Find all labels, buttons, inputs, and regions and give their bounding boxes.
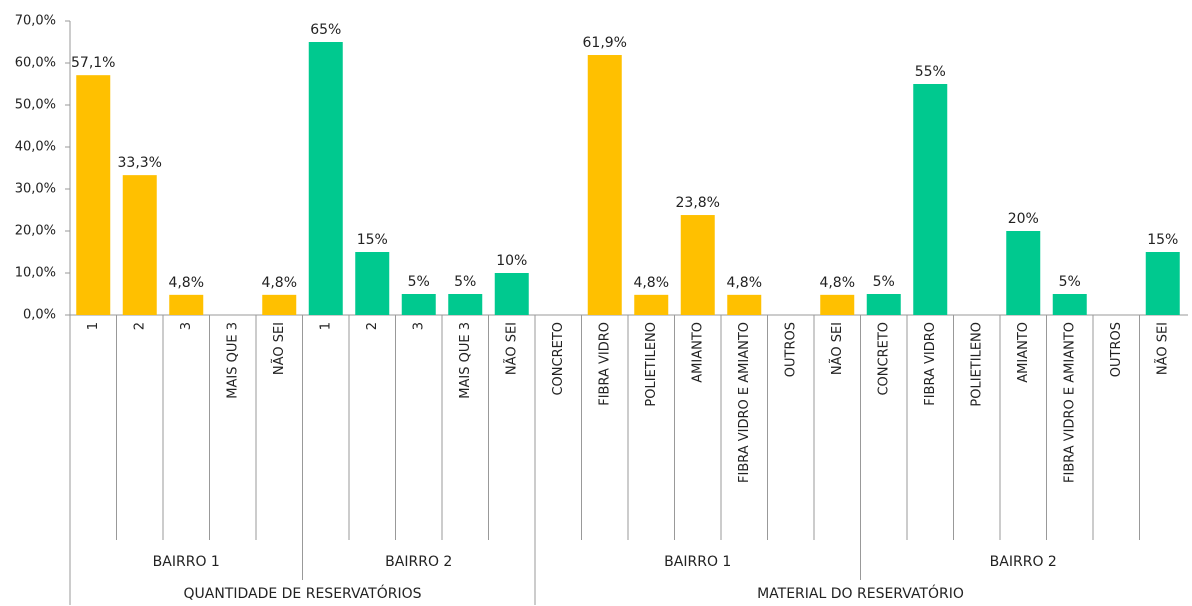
bar [401,294,436,315]
y-tick-label: 0,0% [23,308,56,323]
section-label: QUANTIDADE DE RESERVATÓRIOS [183,584,421,602]
x-tick-label: FIBRA VIDRO E AMIANTO [737,322,752,483]
data-label: 4,8% [168,275,204,291]
data-label: 15% [357,232,388,248]
x-tick-label: 2 [365,322,380,330]
bar [122,175,157,315]
x-tick-label: POLIETILENO [644,322,659,407]
bar [913,84,948,315]
x-tick-label: AMIANTO [690,322,705,383]
bar [494,273,529,315]
data-label: 23,8% [676,195,720,211]
group-label: BAIRRO 1 [664,554,731,570]
data-label: 10% [496,253,527,269]
bar [448,294,483,315]
group-label: BAIRRO 1 [153,554,220,570]
x-tick-label: 3 [411,322,426,330]
bar [1052,294,1087,315]
x-tick-label: 1 [86,322,101,330]
x-tick-label: 2 [132,322,147,330]
data-label: 20% [1008,211,1039,227]
data-label: 4,8% [819,275,855,291]
data-label: 4,8% [633,275,669,291]
data-label: 33,3% [118,155,162,171]
x-tick-label: 3 [179,322,194,330]
group-label: BAIRRO 2 [990,554,1057,570]
bar [169,294,204,315]
data-label: 65% [310,22,341,38]
bar [308,42,343,315]
y-tick-label: 70,0% [15,14,56,29]
data-label: 4,8% [261,275,297,291]
x-tick-label: AMIANTO [1016,322,1031,383]
data-label: 57,1% [71,55,115,71]
bar [866,294,901,315]
y-tick-label: 50,0% [15,98,56,113]
bar [820,294,855,315]
data-label: 5% [454,274,476,290]
x-tick-label: FIBRA VIDRO [597,322,612,406]
x-tick-label: 1 [318,322,333,330]
x-tick-label: OUTROS [783,322,798,377]
data-label: 5% [408,274,430,290]
x-tick-label: FIBRA VIDRO E AMIANTO [1062,322,1077,483]
x-tick-label: NÃO SEI [1154,322,1170,375]
group-label: BAIRRO 2 [385,554,452,570]
data-label: 15% [1147,232,1178,248]
data-label: 4,8% [726,275,762,291]
x-tick-label: FIBRA VIDRO [923,322,938,406]
x-tick-label: NÃO SEI [503,322,519,375]
bar [76,75,111,316]
bar [355,252,390,315]
bar [680,215,715,315]
section-label: MATERIAL DO RESERVATÓRIO [757,584,964,602]
bar [1145,252,1180,315]
data-label: 55% [915,64,946,80]
x-tick-label: CONCRETO [876,322,891,396]
x-tick-label: OUTROS [1109,322,1124,377]
bar [587,55,622,316]
data-label: 61,9% [583,35,627,51]
bar [727,294,762,315]
x-tick-label: MAIS QUE 3 [225,322,240,399]
x-tick-label: POLIETILENO [969,322,984,407]
data-label: 5% [873,274,895,290]
y-tick-label: 10,0% [15,266,56,281]
data-label: 5% [1059,274,1081,290]
y-tick-label: 60,0% [15,56,56,71]
bar [634,294,669,315]
x-tick-label: NÃO SEI [829,322,845,375]
x-tick-label: MAIS QUE 3 [458,322,473,399]
x-tick-label: NÃO SEI [271,322,287,375]
bar [1006,231,1041,315]
x-tick-label: CONCRETO [551,322,566,396]
bar [262,294,297,315]
y-tick-label: 40,0% [15,140,56,155]
y-tick-label: 30,0% [15,182,56,197]
y-tick-label: 20,0% [15,224,56,239]
